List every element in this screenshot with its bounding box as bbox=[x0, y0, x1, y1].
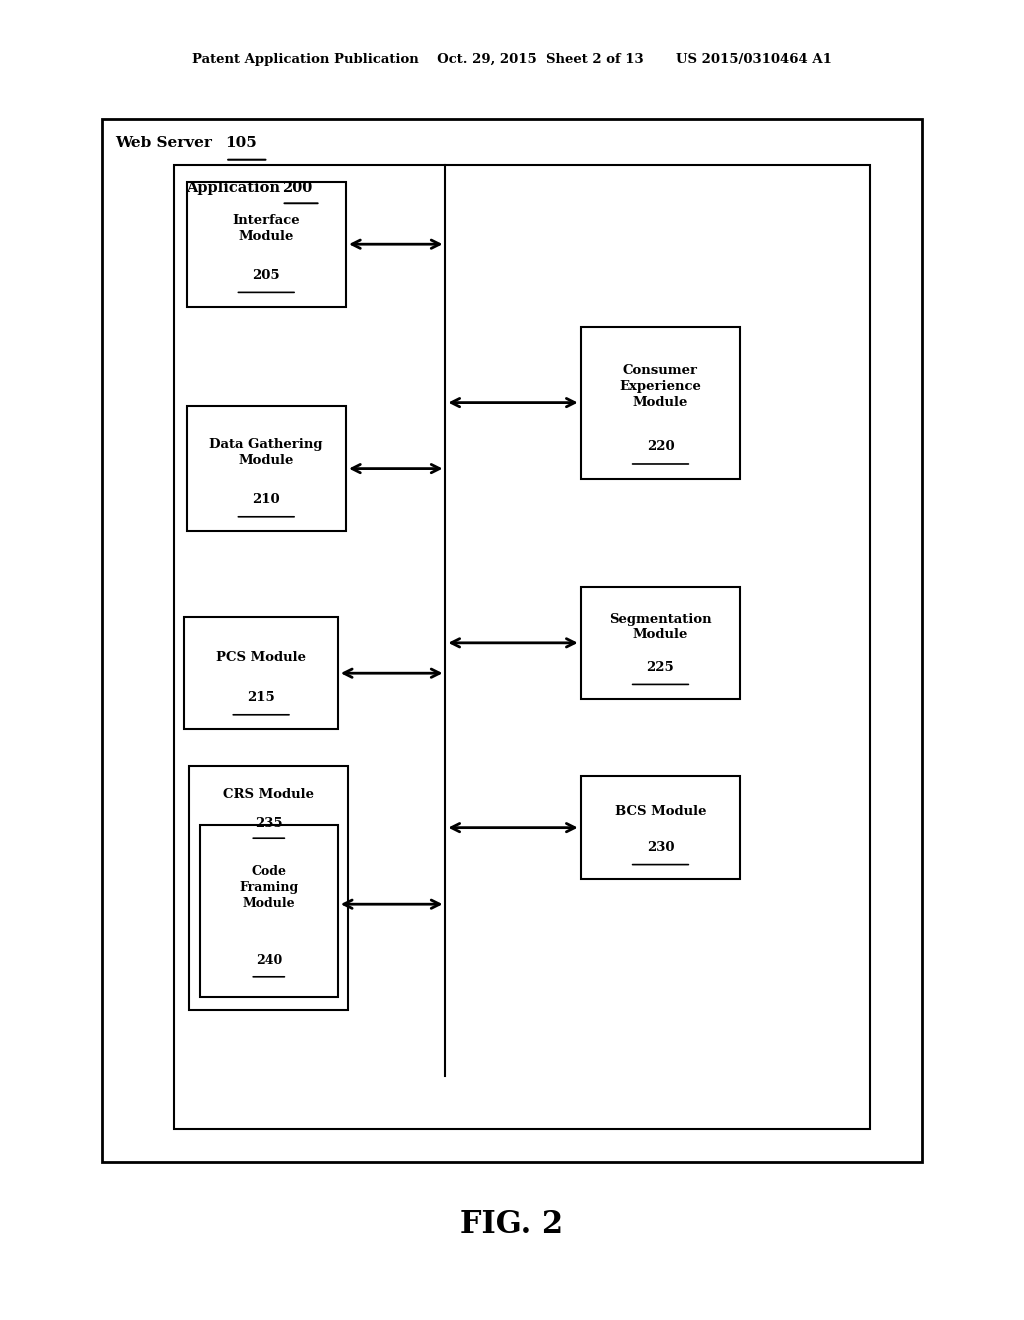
Text: Application: Application bbox=[186, 181, 286, 195]
Text: FIG. 2: FIG. 2 bbox=[461, 1209, 563, 1241]
Text: Consumer
Experience
Module: Consumer Experience Module bbox=[620, 364, 701, 409]
Text: 200: 200 bbox=[282, 181, 312, 195]
Text: Segmentation
Module: Segmentation Module bbox=[609, 612, 712, 642]
Text: 105: 105 bbox=[225, 136, 257, 150]
Text: BCS Module: BCS Module bbox=[614, 805, 707, 818]
Text: 240: 240 bbox=[256, 954, 282, 968]
Text: CRS Module: CRS Module bbox=[223, 788, 314, 801]
Text: Data Gathering
Module: Data Gathering Module bbox=[210, 438, 323, 467]
FancyBboxPatch shape bbox=[186, 181, 346, 308]
Text: Code
Framing
Module: Code Framing Module bbox=[240, 865, 298, 909]
Text: 235: 235 bbox=[255, 817, 283, 830]
FancyBboxPatch shape bbox=[189, 766, 348, 1010]
FancyBboxPatch shape bbox=[184, 618, 338, 729]
FancyBboxPatch shape bbox=[174, 165, 870, 1129]
Text: 220: 220 bbox=[647, 441, 674, 453]
Text: 215: 215 bbox=[247, 692, 275, 704]
FancyBboxPatch shape bbox=[102, 119, 922, 1162]
FancyBboxPatch shape bbox=[582, 327, 739, 479]
Text: PCS Module: PCS Module bbox=[216, 651, 306, 664]
Text: 225: 225 bbox=[646, 661, 675, 673]
Text: Interface
Module: Interface Module bbox=[232, 214, 300, 243]
FancyBboxPatch shape bbox=[582, 776, 739, 879]
Text: Web Server: Web Server bbox=[115, 136, 217, 150]
Text: Patent Application Publication    Oct. 29, 2015  Sheet 2 of 13       US 2015/031: Patent Application Publication Oct. 29, … bbox=[193, 53, 831, 66]
FancyBboxPatch shape bbox=[582, 586, 739, 700]
FancyBboxPatch shape bbox=[200, 825, 338, 997]
FancyBboxPatch shape bbox=[186, 407, 346, 531]
Text: 210: 210 bbox=[253, 494, 280, 506]
Text: 230: 230 bbox=[647, 841, 674, 854]
Text: 205: 205 bbox=[253, 269, 280, 281]
